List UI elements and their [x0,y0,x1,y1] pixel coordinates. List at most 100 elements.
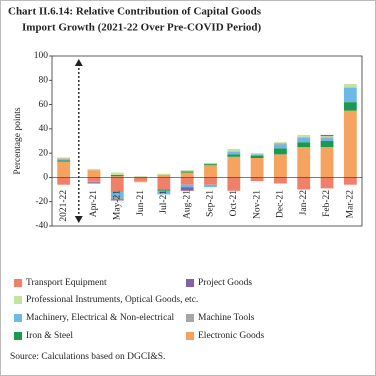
chart-title: Chart II.6.14: Relative Contribution of … [8,6,262,18]
y-tick-label: 20 [39,148,49,158]
bar-segment [343,87,357,103]
bar-segment [87,168,101,171]
legend-swatch [14,314,22,322]
y-tick-label: -20 [35,197,48,207]
bar-segment [250,158,264,178]
bar-segment [157,190,171,195]
bar-segment [57,157,71,159]
bar-segment [274,154,287,178]
bar-segment [343,102,357,111]
bar-segment [110,177,124,192]
y-axis-label: Percentage points [13,107,23,175]
chart-subtitle: Import Growth (2021-22 Over Pre-COVID Pe… [22,22,262,34]
bar-segment [227,156,241,178]
bar-segment [87,182,101,184]
legend-label: Professional Instruments, Optical Goods,… [26,294,198,305]
bar-segment [157,173,171,175]
bar-segment [250,154,264,156]
bar-segment [297,134,311,138]
y-tick-label: -40 [35,221,48,231]
bar-segment [134,176,147,178]
bar-segment [134,181,147,183]
bar-segment [343,110,357,178]
legend-label: Project Goods [198,278,252,288]
bar-segment [87,170,101,178]
legend-swatch [186,314,194,322]
bar-segment [204,177,217,185]
x-tick-label: Aug-21 [182,190,192,219]
bar-segment [297,147,311,178]
arrow-head [74,59,83,66]
legend-label: Transport Equipment [26,278,107,288]
legend-swatch [186,332,194,340]
x-tick-label: Jan-22 [299,190,309,216]
bar-segment [320,138,334,141]
x-tick-label: Sep-21 [206,190,216,217]
bar-segment [274,143,287,145]
bar-segment [204,164,217,166]
legend-swatch [14,296,22,304]
bar-segment [274,142,287,144]
bar-segment [87,181,101,183]
bar-segment [204,162,217,165]
source: Source: Calculations based on DGCI&S. [10,352,165,362]
bar-segment [110,192,124,199]
bar-segment [57,159,71,161]
legend-swatch [14,332,22,340]
bar-segment [157,177,171,190]
legend-swatch [14,279,22,287]
bar-segment [320,147,334,178]
bar-segment [250,177,264,182]
bar-segment [134,177,147,182]
legend-label: Machine Tools [198,313,255,323]
bar-segment [180,171,194,173]
x-tick-label: Jun-21 [136,190,146,216]
legend-label: Electronic Goods [198,331,265,341]
bar-segment [320,136,334,138]
legend-label: Iron & Steel [26,331,73,341]
bar-segment [250,155,264,158]
x-tick-label: Jul-21 [159,190,169,214]
bar-segment [227,151,241,152]
y-tick-label: 60 [39,100,49,110]
bar-segment [320,134,334,137]
bar-segment [204,184,217,188]
x-tick-label: 2021-22 [59,190,69,222]
bar-segment [227,148,241,152]
bar-segment [180,184,194,188]
bar-segment [180,170,194,172]
bar-segment [110,198,124,200]
y-tick-label: 40 [39,124,49,134]
bar-segment [227,154,241,157]
bar-segment [157,189,171,191]
bar-segment [274,148,287,155]
plot-frame [51,55,363,227]
bar-segment [110,199,124,201]
bar-segment [110,172,124,175]
bar-segment [320,177,334,189]
bar-segment [274,177,287,184]
x-tick-label: Feb-22 [322,190,332,217]
bar-segment [274,144,287,149]
bar-segment [180,177,194,185]
x-tick-label: Oct-21 [229,190,239,217]
bar-segment [57,177,71,185]
bar-segment [157,175,171,178]
bar-segment [227,151,241,155]
x-tick-label: Dec-21 [276,190,286,218]
legend-swatch [186,279,194,287]
bar-segment [320,141,334,148]
bar-segment [57,161,71,178]
y-tick-label: 0 [43,173,48,183]
x-tick-label: Apr-21 [89,190,99,217]
bar-segment [320,137,334,139]
legend-label: Machinery, Electrical & Non-electrical [26,313,175,323]
x-tick-label: May-21 [112,190,122,220]
arrow-head [74,216,83,223]
y-tick-label: 80 [39,75,49,85]
bar-segment [180,172,194,178]
x-tick-label: Mar-22 [346,190,356,219]
bar-segment [204,165,217,178]
bar-segment [343,177,357,185]
